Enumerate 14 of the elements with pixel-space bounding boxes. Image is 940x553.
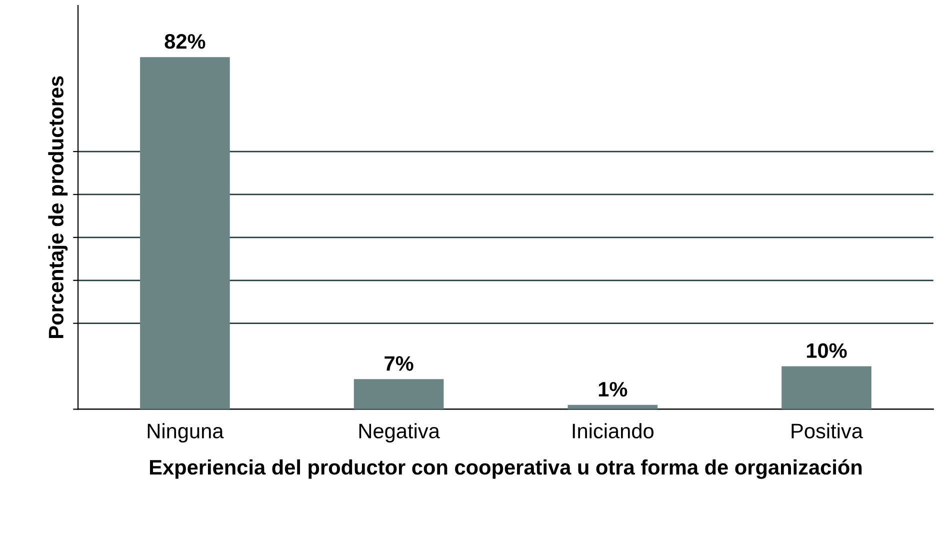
bar [568,404,658,410]
data-label: 1% [598,382,628,397]
data-label: 82% [164,34,206,49]
bar [782,366,872,410]
data-label: 10% [806,343,847,358]
data-label: 7% [384,356,414,371]
bar [140,57,230,410]
x-tick-label: Ninguna [148,423,224,443]
y-axis-title: Porcentaje de productores [48,76,68,338]
bar [354,379,444,410]
x-tick-label: Negativa [359,423,440,443]
x-axis-title: Experiencia del productor con cooperativa u otra forma de organización [150,459,862,479]
x-tick-label: Iniciando [572,423,654,438]
x-tick-label: Positiva [792,423,863,438]
